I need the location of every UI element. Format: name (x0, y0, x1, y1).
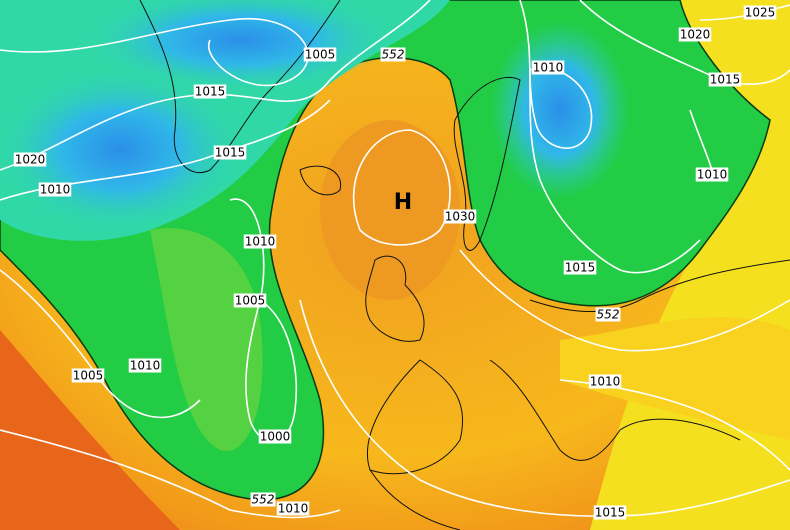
label-box (743, 5, 777, 20)
isobar-label: 1020 (680, 28, 711, 42)
isobar-label: 1010 (245, 235, 276, 249)
label-box (258, 429, 292, 444)
isobar-label: 1010 (697, 168, 728, 182)
label-box (443, 209, 477, 224)
label-box (128, 358, 162, 373)
isobar-label: 1015 (195, 85, 226, 99)
label-box (708, 72, 742, 87)
label-box (380, 47, 406, 62)
label-box (71, 368, 105, 383)
label-box (678, 27, 712, 42)
label-box (563, 260, 597, 275)
isobar-label: 1010 (590, 375, 621, 389)
label-box (588, 374, 622, 389)
isobar-label: 1015 (595, 506, 626, 520)
label-box (13, 152, 47, 167)
label-box (38, 182, 72, 197)
isobar-label: 1005 (305, 48, 336, 62)
label-box (233, 293, 267, 308)
label-box (695, 167, 729, 182)
label-box (303, 47, 337, 62)
isobar-label: 1010 (278, 502, 309, 516)
isobar-label: 1010 (130, 359, 161, 373)
isobar-label: 1010 (533, 61, 564, 75)
isobar-label: 1015 (565, 261, 596, 275)
label-box (193, 84, 227, 99)
label-box (243, 234, 277, 249)
label-box (595, 307, 621, 322)
thickness-label: 552 (252, 493, 275, 507)
isobar-labels: 1025 1020 1015 1010 1010 1005 552 1015 1… (13, 5, 777, 520)
high-pressure-marker: H (394, 190, 412, 215)
label-box (531, 60, 565, 75)
label-box (213, 145, 247, 160)
label-box (276, 501, 310, 516)
isobar-label: 1025 (745, 6, 776, 20)
label-box (250, 492, 276, 507)
thickness-label: 552 (382, 48, 405, 62)
coastlines (139, 0, 790, 530)
isobar-label: 1020 (15, 153, 46, 167)
isobar-label: 1015 (710, 73, 741, 87)
isobar-label: 1005 (73, 369, 104, 383)
isobar-label: 1030 (445, 210, 476, 224)
thickness-label: 552 (597, 308, 620, 322)
isobar-label: 1000 (260, 430, 291, 444)
label-box (593, 505, 627, 520)
isobar-label: 1010 (40, 183, 71, 197)
isobar-label: 1005 (235, 294, 266, 308)
isobar-label: 1015 (215, 146, 246, 160)
